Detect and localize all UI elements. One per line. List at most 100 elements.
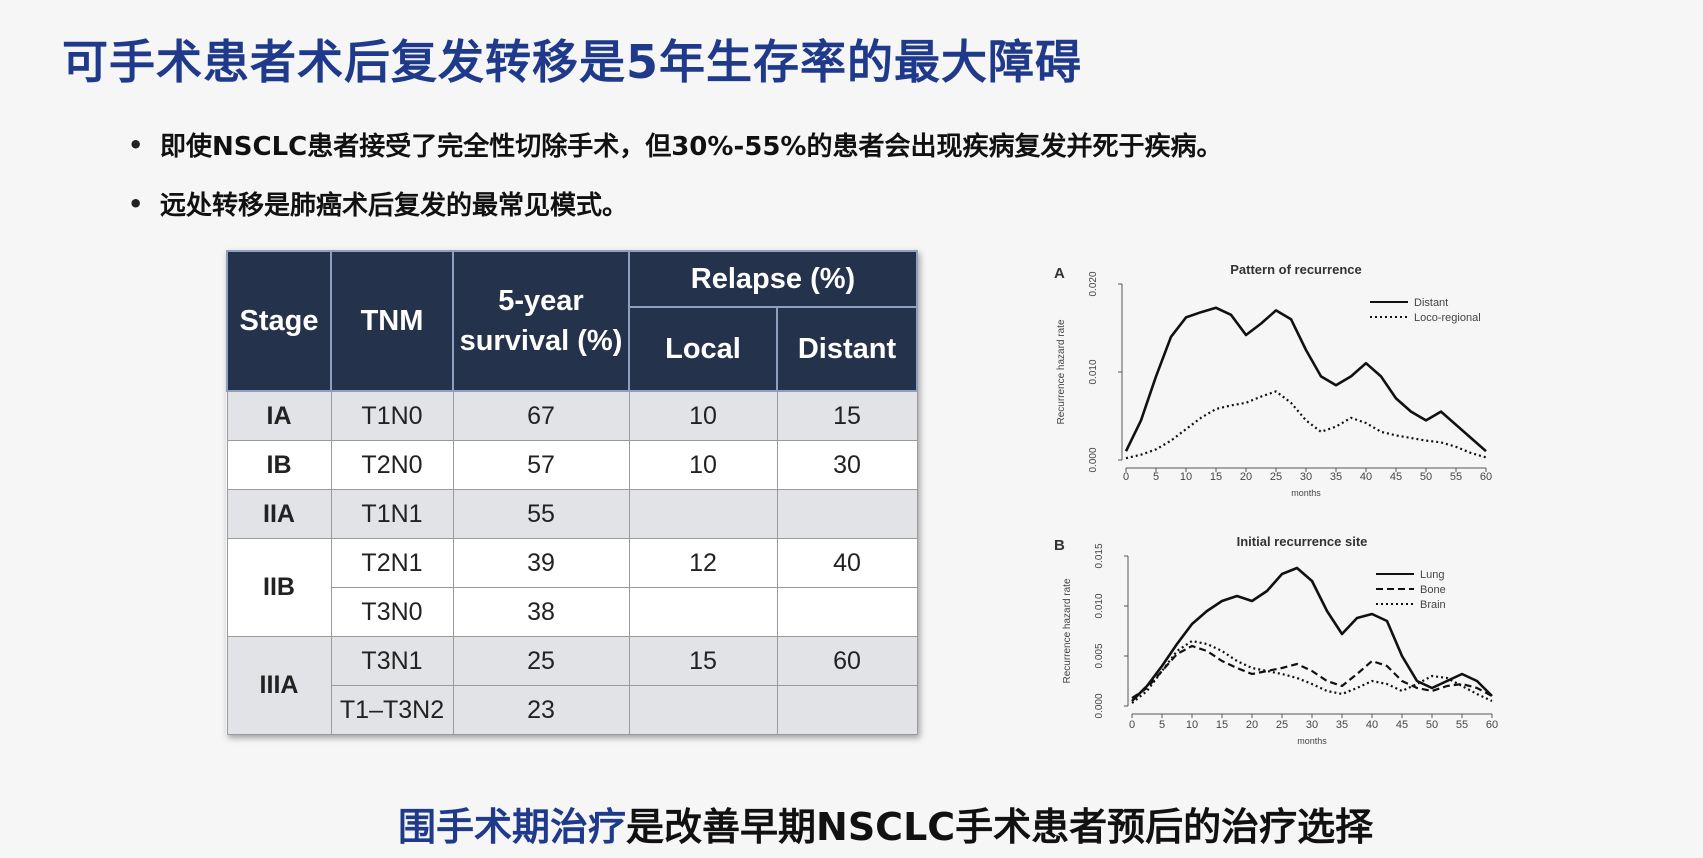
header-stage: Stage xyxy=(226,250,332,392)
cell-survival: 38 xyxy=(452,587,630,637)
bullet-text: 远处转移是肺癌术后复发的最常见模式。 xyxy=(160,191,629,221)
x-tick-label: 25 xyxy=(1276,719,1288,731)
bullet-dot-icon: • xyxy=(128,130,144,159)
x-tick-label: 60 xyxy=(1486,719,1498,731)
x-tick-label: 10 xyxy=(1186,719,1198,731)
chart-title: Initial recurrence site xyxy=(1237,534,1368,549)
stage-survival-table: Stage TNM 5-year survival (%) Relapse (%… xyxy=(226,250,918,735)
cell-distant xyxy=(776,685,918,735)
series-line-loco-regional xyxy=(1125,390,1487,460)
series-line-distant xyxy=(1124,306,1487,453)
cell-local: 10 xyxy=(628,390,778,441)
recurrence-charts: A Pattern of recurrence 0 5 10 15 20 25 30 35 40 45… xyxy=(1040,250,1510,804)
panel-letter: B xyxy=(1054,537,1065,554)
legend-label: Bone xyxy=(1420,584,1446,596)
cell-local xyxy=(628,587,778,637)
x-tick-label: 60 xyxy=(1480,471,1492,483)
legend-label: Distant xyxy=(1414,297,1448,309)
legend-label: Brain xyxy=(1420,599,1446,611)
cell-tnm: T2N0 xyxy=(330,440,454,490)
cell-survival: 25 xyxy=(452,636,630,686)
series-line-bone xyxy=(1131,644,1493,699)
table-row: IIIA T3N1 25 15 60 xyxy=(226,636,918,735)
cell-survival: 23 xyxy=(452,685,630,735)
conclusion-highlight: 围手术期治疗 xyxy=(398,805,627,849)
cell-distant xyxy=(776,489,918,539)
x-tick-label: 5 xyxy=(1153,471,1159,483)
x-tick-label: 55 xyxy=(1450,471,1462,483)
x-tick-label: 15 xyxy=(1216,719,1228,731)
x-tick-label: 40 xyxy=(1366,719,1378,731)
cell-distant: 15 xyxy=(776,390,918,441)
bullet-list: • 即使NSCLC患者接受了完全性切除手术，但30%-55%的患者会出现疾病复发… xyxy=(128,126,1222,244)
cell-tnm: T3N1 xyxy=(330,636,454,686)
x-tick-label: 5 xyxy=(1159,719,1165,731)
cell-local: 15 xyxy=(628,636,778,686)
cell-stage: IIB xyxy=(226,538,332,637)
chart-title: Pattern of recurrence xyxy=(1230,262,1362,277)
x-tick-label: 50 xyxy=(1420,471,1432,483)
x-tick-label: 30 xyxy=(1306,719,1318,731)
y-tick-label: 0.015 xyxy=(1094,543,1105,568)
cell-tnm: T1N1 xyxy=(330,489,454,539)
y-tick-label: 0.010 xyxy=(1088,359,1099,384)
y-tick-label: 0.005 xyxy=(1094,643,1105,668)
cell-distant: 30 xyxy=(776,440,918,490)
cell-survival: 39 xyxy=(452,538,630,588)
slide-title: 可手术患者术后复发转移是5年生存率的最大障碍 xyxy=(62,35,1083,89)
x-tick-label: 40 xyxy=(1360,471,1372,483)
y-axis-label: Recurrence hazard rate xyxy=(1062,578,1073,683)
x-tick-label: 55 xyxy=(1456,719,1468,731)
x-tick-label: 20 xyxy=(1246,719,1258,731)
series-line-lung xyxy=(1131,566,1493,702)
table-row: T1–T3N2 23 xyxy=(227,685,918,735)
cell-stage: IIA xyxy=(226,489,332,539)
header-distant: Distant xyxy=(776,306,918,392)
bullet-dot-icon: • xyxy=(128,189,144,218)
cell-survival: 67 xyxy=(452,390,630,441)
conclusion-text: 围手术期治疗是改善早期NSCLC手术患者预后的治疗选择 xyxy=(398,796,1373,851)
x-axis-label: months xyxy=(1297,736,1327,746)
cell-local xyxy=(628,489,778,539)
cell-stage: IA xyxy=(226,390,332,441)
cell-tnm: T3N0 xyxy=(330,587,454,637)
cell-local xyxy=(628,685,778,735)
header-local: Local xyxy=(628,306,778,392)
x-tick-label: 50 xyxy=(1426,719,1438,731)
x-tick-label: 0 xyxy=(1129,719,1135,731)
cell-local: 12 xyxy=(628,538,778,588)
table-row: IB T2N0 57 10 30 xyxy=(226,440,918,490)
y-tick-label: 0.020 xyxy=(1088,271,1099,296)
x-tick-label: 35 xyxy=(1336,719,1348,731)
cell-distant: 40 xyxy=(776,538,918,588)
bullet-item: • 即使NSCLC患者接受了完全性切除手术，但30%-55%的患者会出现疾病复发… xyxy=(128,126,1222,163)
x-tick-label: 25 xyxy=(1270,471,1282,483)
table-row: IIB T2N1 39 12 40 xyxy=(226,538,918,637)
cell-survival: 55 xyxy=(452,489,630,539)
cell-distant xyxy=(776,587,918,637)
legend-label: Lung xyxy=(1420,569,1444,581)
cell-distant: 60 xyxy=(776,636,918,686)
bullet-item: • 远处转移是肺癌术后复发的最常见模式。 xyxy=(128,185,1222,222)
panel-letter: A xyxy=(1054,265,1065,282)
x-tick-label: 20 xyxy=(1240,471,1252,483)
x-tick-label: 15 xyxy=(1210,471,1222,483)
cell-survival: 57 xyxy=(452,440,630,490)
x-tick-label: 45 xyxy=(1390,471,1402,483)
series-line-brain xyxy=(1131,639,1493,704)
recurrence-chart-svg: A Pattern of recurrence 0 5 10 15 20 25 30 35 40 45… xyxy=(1054,262,1498,746)
table-row: T3N0 38 xyxy=(227,587,918,637)
conclusion-rest: 是改善早期NSCLC手术患者预后的治疗选择 xyxy=(626,805,1374,849)
table-row: IIA T1N1 55 xyxy=(226,489,918,539)
table-row: IA T1N0 67 10 15 xyxy=(226,390,918,441)
y-axis-label: Recurrence hazard rate xyxy=(1056,319,1067,424)
cell-tnm: T2N1 xyxy=(330,538,454,588)
header-relapse: Relapse (%) xyxy=(628,250,918,308)
header-tnm: TNM xyxy=(330,250,454,392)
cell-stage: IB xyxy=(226,440,332,490)
cell-stage: IIIA xyxy=(226,636,332,735)
bullet-text: 即使NSCLC患者接受了完全性切除手术，但30%-55%的患者会出现疾病复发并死… xyxy=(160,132,1223,162)
x-tick-label: 0 xyxy=(1123,471,1129,483)
x-tick-label: 45 xyxy=(1396,719,1408,731)
x-tick-label: 30 xyxy=(1300,471,1312,483)
